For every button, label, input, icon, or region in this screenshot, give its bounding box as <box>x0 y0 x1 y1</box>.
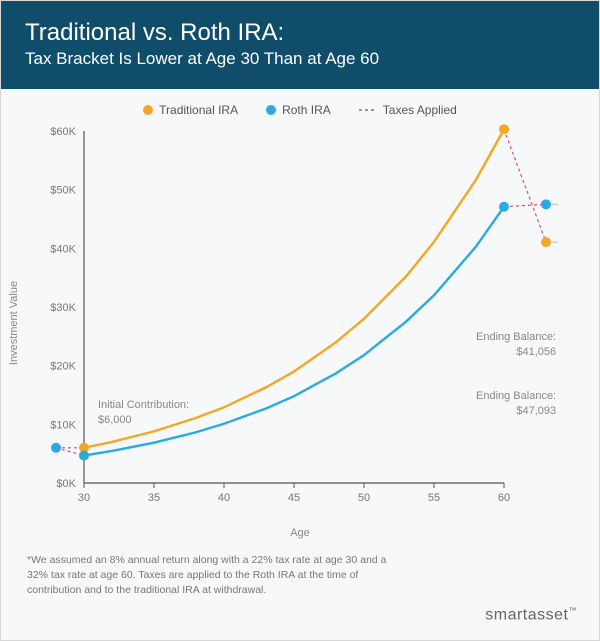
svg-text:50: 50 <box>358 492 370 504</box>
x-axis-label: Age <box>1 527 599 539</box>
footnote: *We assumed an 8% annual return along wi… <box>1 539 431 599</box>
legend-item: Traditional IRA <box>143 103 238 117</box>
legend-dot-icon <box>266 105 276 115</box>
legend-label: Traditional IRA <box>159 103 238 117</box>
svg-text:$30K: $30K <box>50 302 76 314</box>
legend-dash-icon <box>359 106 377 114</box>
svg-text:45: 45 <box>288 492 300 504</box>
svg-text:60: 60 <box>498 492 510 504</box>
svg-text:55: 55 <box>428 492 440 504</box>
legend-item: Roth IRA <box>266 103 331 117</box>
chart-annotation: Initial Contribution:$6,000 <box>98 398 189 428</box>
legend-dot-icon <box>143 105 153 115</box>
legend-label: Roth IRA <box>282 103 331 117</box>
header: Traditional vs. Roth IRA: Tax Bracket Is… <box>1 1 599 89</box>
legend: Traditional IRA Roth IRA Taxes Applied <box>1 89 599 123</box>
chart-annotation: Ending Balance:$47,093 <box>476 389 556 419</box>
svg-text:$40K: $40K <box>50 243 76 255</box>
svg-text:$0K: $0K <box>56 478 76 490</box>
svg-text:30: 30 <box>78 492 90 504</box>
legend-item: Taxes Applied <box>359 103 457 117</box>
brand-logo: smartasset™ <box>485 606 577 624</box>
svg-text:35: 35 <box>148 492 160 504</box>
chart-svg: $0K $10K $20K $30K $40K $50K $60K 30 35 40 45 50 55 6… <box>20 123 580 523</box>
y-axis-label: Investment Value <box>8 281 20 365</box>
legend-label: Taxes Applied <box>383 103 457 117</box>
chart-card: Traditional vs. Roth IRA: Tax Bracket Is… <box>0 0 600 641</box>
svg-text:$10K: $10K <box>50 419 76 431</box>
svg-text:$60K: $60K <box>50 126 76 138</box>
chart: Investment Value $0K$10K$20K$30K$40K$50K… <box>20 123 580 523</box>
svg-text:$50K: $50K <box>50 185 76 197</box>
title: Traditional vs. Roth IRA: <box>25 19 575 47</box>
chart-annotation: Ending Balance:$41,056 <box>476 330 556 360</box>
subtitle: Tax Bracket Is Lower at Age 30 Than at A… <box>25 49 575 69</box>
svg-text:40: 40 <box>218 492 230 504</box>
svg-text:$20K: $20K <box>50 361 76 373</box>
